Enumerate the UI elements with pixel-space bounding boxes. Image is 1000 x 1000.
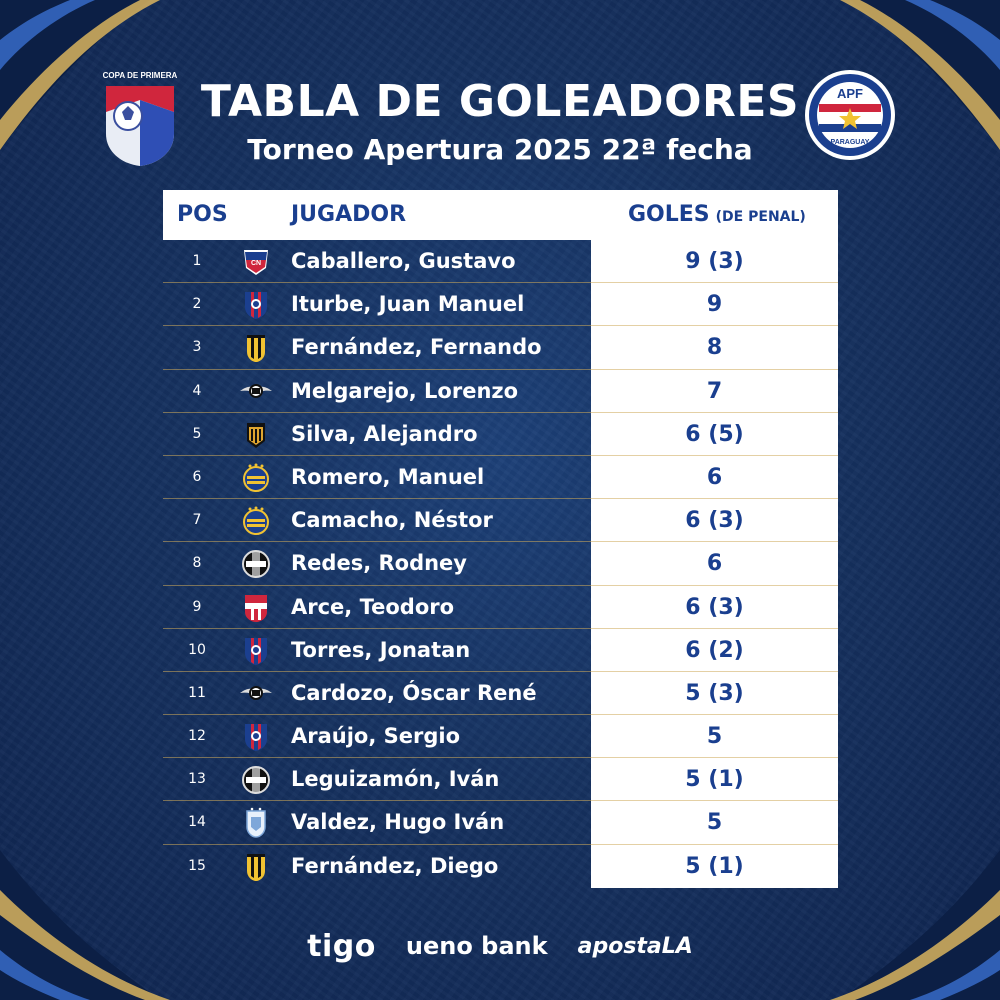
table-row: 5 Silva, Alejandro 6 (5)	[163, 413, 838, 457]
libertad-crest-icon	[239, 376, 273, 407]
cerro-porteno-crest-icon	[239, 721, 273, 752]
row-player-name: Silva, Alejandro	[291, 421, 478, 446]
row-player-name: Redes, Rodney	[291, 551, 467, 576]
nacional-crest-icon: CN	[239, 246, 273, 277]
caballero-crest-icon	[239, 592, 273, 623]
table-row: 13 Leguizamón, Iván 5 (1)	[163, 758, 838, 802]
table-row: 7 Camacho, Néstor 6 (3)	[163, 499, 838, 543]
table-row: 12 Araújo, Sergio 5	[163, 715, 838, 759]
libertad-crest-icon	[239, 678, 273, 709]
sponsors-bar: tigo ueno bank apostaLA	[0, 924, 1000, 968]
table-row: 3 Fernández, Fernando 8	[163, 326, 838, 370]
row-player-name: Camacho, Néstor	[291, 508, 493, 533]
sportivo-luqueno-crest-icon	[239, 462, 273, 493]
row-goals: 6 (3)	[685, 594, 744, 620]
corner-ribbon-bottom-right	[740, 740, 1000, 1000]
row-goals: 6	[706, 464, 723, 490]
table-row: 8 Redes, Rodney 6	[163, 542, 838, 586]
recoleta-crest-icon	[239, 419, 273, 450]
row-goals: 6 (2)	[685, 637, 744, 663]
row-goals: 5 (1)	[685, 767, 744, 793]
row-goals: 7	[706, 378, 723, 404]
olimpia-crest-icon	[239, 548, 273, 579]
row-player-name: Romero, Manuel	[291, 464, 485, 489]
table-row: 11 Cardozo, Óscar René 5 (3)	[163, 672, 838, 716]
corner-ribbon-bottom-left	[0, 740, 260, 1000]
row-player-name: Cardozo, Óscar René	[291, 680, 537, 705]
row-player-name: Melgarejo, Lorenzo	[291, 378, 519, 403]
right-logo-subtext: PARAGUAY	[831, 139, 870, 146]
row-player-name: Leguizamón, Iván	[291, 767, 500, 792]
column-header-goals: GOLES (DE PENAL)	[628, 190, 806, 240]
row-player-name: Iturbe, Juan Manuel	[291, 292, 525, 317]
sponsor-ueno-bank: ueno bank	[405, 932, 548, 960]
table-row: 6 Romero, Manuel 6	[163, 456, 838, 500]
scorers-table: 1 CN Caballero, Gustavo 9 (3) 2 Iturbe, Juan …	[163, 240, 838, 888]
guarani-crest-icon	[239, 332, 273, 363]
row-position: 4	[192, 382, 202, 399]
svg-text:CN: CN	[251, 260, 261, 267]
row-position: 2	[192, 296, 202, 313]
row-position: 15	[188, 857, 206, 874]
row-position: 12	[188, 728, 206, 745]
row-position: 5	[192, 425, 202, 442]
cerro-porteno-crest-icon	[239, 289, 273, 320]
page-subtitle: Torneo Apertura 2025 22ª fecha	[247, 133, 753, 166]
column-header-pos: POS	[177, 202, 228, 227]
goals-penalty-note: (DE PENAL)	[715, 209, 806, 225]
row-position: 9	[192, 598, 202, 615]
row-goals: 6 (5)	[685, 421, 744, 447]
row-player-name: Valdez, Hugo Iván	[291, 810, 505, 835]
right-logo-text: APF	[837, 86, 863, 101]
table-row: 10 Torres, Jonatan 6 (2)	[163, 629, 838, 673]
corner-ribbon-top-left	[0, 0, 260, 260]
row-position: 3	[192, 339, 202, 356]
row-goals: 6	[706, 551, 723, 577]
row-player-name: Caballero, Gustavo	[291, 249, 516, 273]
olimpia-crest-icon	[239, 764, 273, 795]
row-player-name: Araújo, Sergio	[291, 724, 461, 749]
row-position: 7	[192, 512, 202, 529]
row-position: 8	[192, 555, 202, 572]
row-goals: 6 (3)	[685, 508, 744, 534]
copa-de-primera-logo: COPA DE PRIMERA	[100, 64, 180, 168]
row-position: 11	[188, 684, 206, 701]
sponsor-tigo: tigo	[307, 928, 376, 964]
table-row: 4 Melgarejo, Lorenzo 7	[163, 370, 838, 413]
row-position: 14	[188, 814, 206, 831]
goals-label: GOLES	[628, 202, 710, 227]
sportivo-luqueno-crest-icon	[239, 505, 273, 536]
page-title: TABLA DE GOLEADORES	[200, 76, 800, 127]
row-position: 6	[192, 468, 202, 485]
row-goals: 5 (3)	[685, 680, 744, 706]
column-header-player: JUGADOR	[291, 202, 407, 227]
table-header: POS JUGADOR GOLES (DE PENAL)	[163, 190, 838, 240]
corner-ribbon-top-right	[740, 0, 1000, 260]
row-player-name: Torres, Jonatan	[291, 637, 471, 662]
goals-column-background	[591, 240, 838, 888]
row-goals: 9	[706, 292, 723, 318]
row-goals: 9 (3)	[685, 249, 744, 274]
sponsor-apostala: apostaLA	[577, 933, 693, 959]
row-goals: 5	[706, 724, 723, 750]
guarani-crest-icon	[239, 851, 273, 882]
table-row: 9 Arce, Teodoro 6 (3)	[163, 586, 838, 629]
row-goals: 5 (1)	[685, 853, 744, 879]
row-position: 13	[188, 771, 206, 788]
table-row: 2 Iturbe, Juan Manuel 9	[163, 283, 838, 327]
row-player-name: Fernández, Fernando	[291, 335, 542, 360]
cerro-porteno-crest-icon	[239, 635, 273, 666]
table-row: 1 CN Caballero, Gustavo 9 (3)	[163, 240, 838, 284]
table-row: 14 Valdez, Hugo Iván 5	[163, 801, 838, 845]
row-player-name: Fernández, Diego	[291, 853, 499, 878]
ameliano-crest-icon	[239, 807, 273, 839]
row-player-name: Arce, Teodoro	[291, 594, 455, 619]
left-logo-text: COPA DE PRIMERA	[103, 71, 178, 80]
apf-paraguay-logo: APF PARAGUAY	[803, 68, 897, 162]
table-row: 15 Fernández, Diego 5 (1)	[163, 845, 838, 888]
row-position: 1	[192, 253, 202, 269]
row-position: 10	[188, 641, 206, 658]
row-goals: 8	[706, 335, 723, 361]
row-goals: 5	[706, 810, 723, 836]
